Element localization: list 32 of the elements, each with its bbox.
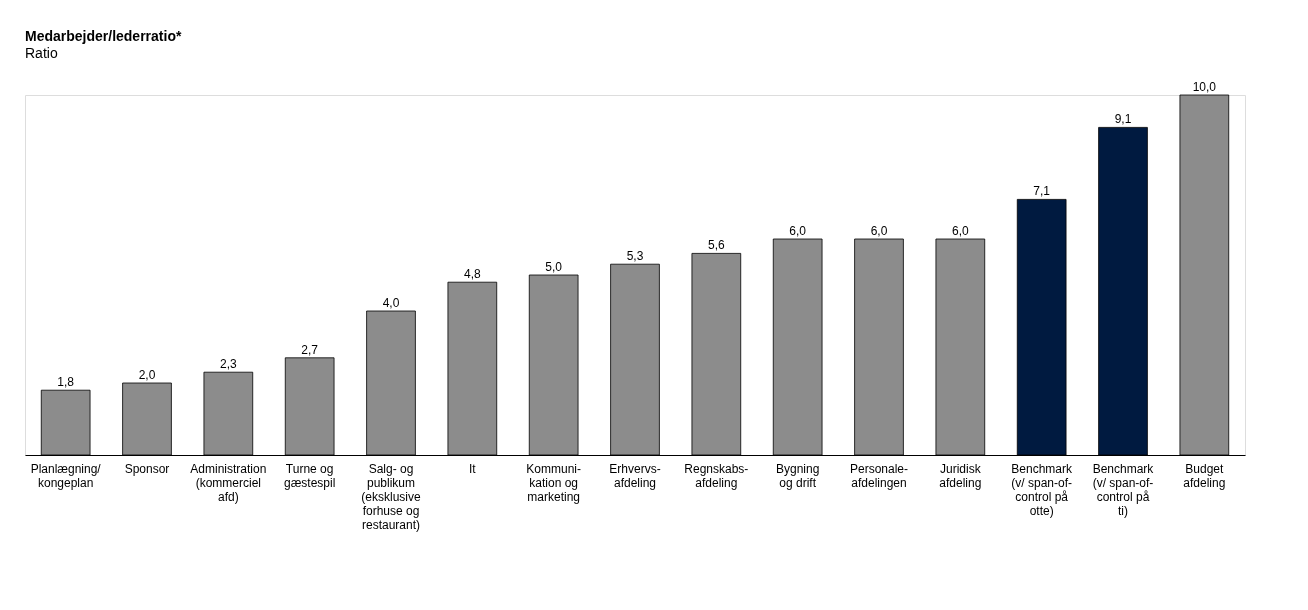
data-label: 2,3 [219, 357, 237, 372]
data-label: 5,3 [626, 249, 644, 264]
data-label: 4,8 [463, 267, 481, 282]
data-label: 2,7 [301, 342, 319, 357]
x-tick-label: Benchmark (v/ span-of- control på ti) [1092, 461, 1155, 518]
x-tick-label: Regnskabs- afdeling [684, 461, 749, 490]
chart-title: Medarbejder/lederratio* [25, 28, 182, 44]
x-tick-label: Kommuni- kation og marketing [526, 461, 582, 504]
data-label: 7,1 [1033, 184, 1051, 199]
x-tick-label: Erhvervs- afdeling [609, 461, 661, 490]
x-tick-label: Administration (kommerciel afd) [190, 461, 267, 504]
x-tick-label: Bygning og drift [775, 461, 820, 490]
data-label: 2,0 [138, 368, 156, 382]
data-label: 10,0 [1192, 80, 1217, 94]
data-label: 6,0 [951, 224, 969, 238]
x-tick-label: Turne og gæstespil [283, 461, 336, 490]
x-tick-label: Benchmark (v/ span-of- control på otte) [1011, 461, 1074, 518]
data-label: 5,0 [545, 260, 563, 274]
x-tick-label: Budget afdeling [1183, 461, 1226, 490]
data-label: 6,0 [870, 224, 888, 238]
x-tick-label: Salg- og publikum (eksklusive forhuse og restaurant) [361, 461, 421, 532]
x-tick-label: It [469, 461, 477, 476]
data-label: 6,0 [789, 224, 807, 238]
x-tick-label: Sponsor [124, 461, 170, 476]
chart-subtitle: Ratio [25, 45, 58, 61]
data-label: 9,1 [1114, 112, 1132, 127]
data-label: 5,6 [707, 238, 725, 253]
data-label: 4,0 [382, 296, 400, 310]
x-tick-label: Juridisk afdeling [939, 461, 982, 490]
x-tick-label: Planlægning/ kongeplan [30, 461, 102, 490]
data-label: 1,8 [57, 375, 75, 390]
x-tick-label: Personale- afdelingen [849, 461, 909, 490]
